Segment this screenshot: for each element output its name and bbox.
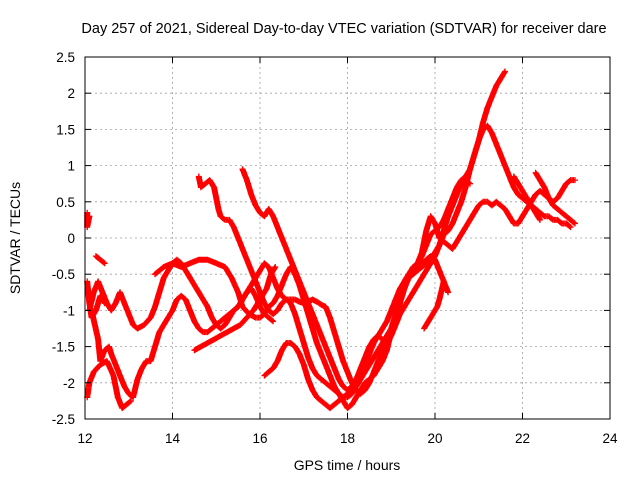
series-marks	[532, 169, 578, 227]
x-tick-label: 12	[77, 431, 92, 446]
x-axis-label: GPS time / hours	[294, 457, 401, 473]
x-tick-label: 14	[165, 431, 181, 446]
x-tick-label: 20	[427, 431, 442, 446]
x-tick-label: 24	[602, 431, 618, 446]
series-track-1	[84, 209, 93, 231]
series-track-4	[92, 253, 108, 267]
axis-ticks: 12 14 16 18 20 22 24 -2.5 -2 -1.5 -1 -0.5 0 0.5 1 1.5 2 2…	[52, 50, 618, 446]
series-track-11	[261, 253, 452, 412]
series-marks	[92, 253, 108, 267]
y-tick-label: -1.5	[52, 340, 75, 355]
series-marks	[84, 358, 134, 412]
y-axis-label: SDTVAR / TECUs	[7, 182, 23, 294]
series-track-3	[84, 358, 134, 412]
x-tick-label: 18	[340, 431, 355, 446]
series-marks	[261, 253, 452, 412]
data-series	[84, 68, 578, 412]
y-tick-label: -0.5	[52, 267, 75, 282]
series-marks	[88, 285, 277, 401]
series-track-13	[510, 173, 543, 223]
y-tick-label: 1.5	[56, 122, 75, 137]
series-track-14	[532, 169, 578, 227]
x-tick-label: 22	[515, 431, 530, 446]
x-tick-label: 16	[252, 431, 267, 446]
series-marks	[510, 173, 543, 223]
chart-title: Day 257 of 2021, Sidereal Day-to-day VTE…	[81, 21, 606, 37]
series-marks	[84, 209, 93, 231]
y-tick-label: -1	[63, 303, 75, 318]
series-track-12	[421, 278, 447, 332]
y-tick-label: -2	[63, 376, 75, 391]
series-marks	[421, 278, 447, 332]
series-track-6	[88, 285, 277, 401]
y-tick-label: 0.5	[56, 195, 75, 210]
gridlines	[85, 57, 610, 419]
y-tick-label: 0	[67, 231, 75, 246]
y-tick-label: 2	[67, 86, 75, 101]
y-tick-label: -2.5	[52, 412, 75, 427]
y-tick-label: 2.5	[56, 50, 75, 65]
y-tick-label: 1	[67, 159, 75, 174]
